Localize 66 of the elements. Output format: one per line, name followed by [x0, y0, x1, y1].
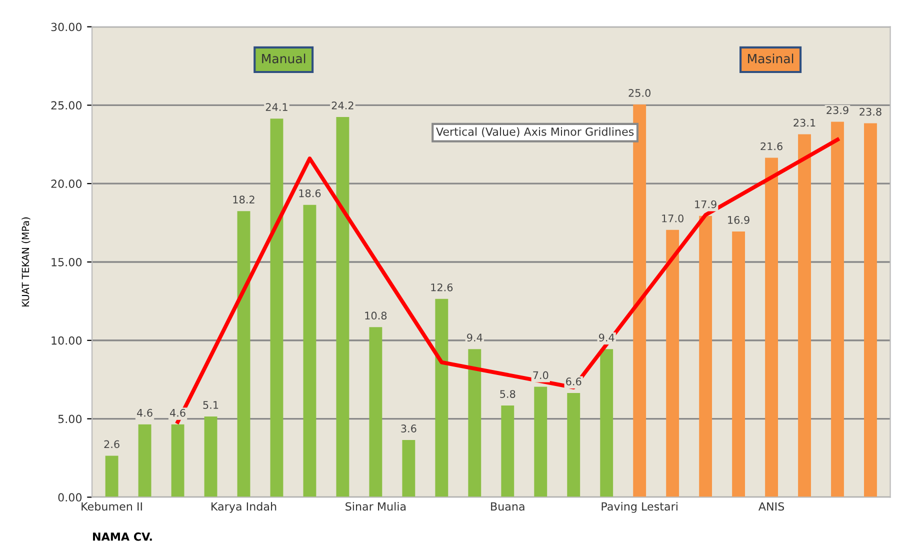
y-tick-label: 0.00: [58, 493, 82, 502]
y-tick-label: 15.00: [52, 258, 82, 266]
bar: [204, 416, 218, 498]
y-tick-label: 30.00: [51, 22, 82, 32]
bar: [105, 456, 118, 498]
y-tick-label: 10.00: [52, 336, 82, 345]
data-label: 16.9: [728, 216, 750, 224]
data-label: 25.0: [628, 89, 650, 97]
bar: [435, 298, 448, 498]
annotation: Vertical (Value) Axis Minor Gridlines: [436, 127, 634, 138]
bar: [699, 216, 712, 498]
x-tick-label: Sinar Mulia: [346, 502, 406, 511]
annotation: Masinal: [748, 54, 794, 64]
data-label: 21.6: [760, 142, 782, 150]
bar: [831, 122, 844, 498]
data-label: 7.0: [533, 371, 548, 380]
data-label: 10.8: [365, 312, 387, 320]
bar: [600, 349, 614, 498]
bar: [402, 440, 416, 498]
bar: [468, 349, 482, 498]
data-label: 5.8: [500, 390, 516, 398]
data-label: 5.1: [203, 401, 218, 409]
bar: [765, 158, 778, 498]
data-label: 3.6: [401, 424, 416, 432]
bar: [369, 327, 382, 498]
data-label: 17.0: [662, 214, 684, 222]
data-label: 23.1: [794, 118, 816, 127]
data-label: 2.6: [104, 440, 120, 448]
x-axis-title: NAMA CV.: [93, 532, 152, 541]
bar: [567, 392, 580, 498]
data-label: 18.6: [299, 189, 321, 198]
y-tick-label: 25.00: [51, 101, 82, 110]
data-label: 4.6: [137, 408, 152, 417]
bar: [270, 118, 284, 498]
bar: [138, 424, 152, 498]
data-label: 6.6: [566, 378, 582, 386]
x-tick-label: Karya Indah: [212, 502, 276, 513]
bar: [501, 406, 514, 498]
data-label: 18.2: [233, 196, 254, 204]
bar: [798, 134, 811, 498]
bar: [534, 386, 548, 498]
bar: [171, 424, 184, 498]
y-axis-title: KUAT TEKAN (MPa): [22, 217, 30, 306]
bar: [303, 204, 316, 498]
x-tick-label: ANIS: [758, 502, 784, 511]
annotation: Manual: [262, 54, 306, 64]
data-label: 9.4: [598, 334, 614, 342]
data-label: 12.6: [431, 283, 453, 292]
x-tick-label: Buana: [491, 502, 524, 511]
data-label: 24.2: [332, 102, 354, 110]
bar: [633, 104, 646, 498]
data-label: 23.9: [826, 106, 848, 114]
x-tick-label: Kebumen II: [82, 502, 142, 511]
data-label: 17.9: [695, 200, 716, 208]
bar: [864, 123, 877, 498]
data-label: 24.1: [266, 103, 288, 111]
bar: [732, 231, 746, 498]
data-label: 23.8: [860, 108, 882, 116]
data-label: 9.4: [467, 334, 482, 342]
y-tick-label: 5.00: [58, 414, 82, 424]
bar: [666, 230, 680, 498]
data-label: 4.6: [170, 408, 186, 417]
x-tick-label: Paving Lestari: [602, 502, 678, 513]
bar: [336, 117, 350, 498]
bar: [237, 211, 250, 498]
y-tick-label: 20.00: [51, 180, 82, 188]
